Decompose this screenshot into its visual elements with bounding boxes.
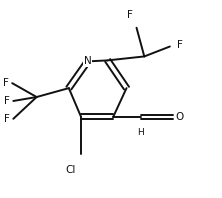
Text: F: F — [3, 78, 8, 88]
Text: O: O — [175, 112, 184, 122]
Text: F: F — [177, 40, 183, 50]
Text: Cl: Cl — [66, 165, 76, 175]
Text: F: F — [4, 114, 10, 124]
Text: F: F — [127, 10, 133, 20]
Text: H: H — [138, 128, 144, 137]
Text: N: N — [84, 56, 91, 66]
Text: F: F — [4, 96, 10, 106]
